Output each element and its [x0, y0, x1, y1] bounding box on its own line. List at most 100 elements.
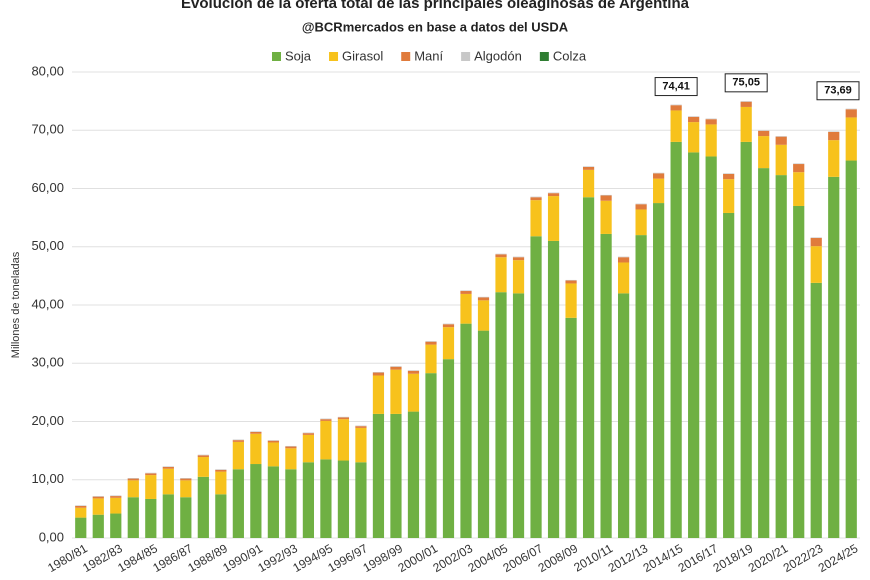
bar-segment	[740, 141, 752, 538]
bar-segment	[442, 324, 455, 328]
bar-segment	[565, 283, 577, 318]
bar-segment	[495, 253, 507, 255]
bar-segment	[75, 505, 87, 506]
bar-segment	[337, 419, 350, 461]
bar-segment	[600, 195, 612, 201]
legend-label: Soja	[285, 48, 312, 63]
bar-segment	[495, 292, 507, 538]
bar-segment	[442, 359, 455, 538]
bar-segment	[670, 104, 682, 106]
bar-segment	[250, 464, 262, 538]
legend-swatch	[329, 52, 339, 61]
bar-segment	[758, 130, 770, 137]
legend-label: Colza	[553, 48, 587, 63]
bar-segment	[110, 513, 122, 538]
bar-segment	[477, 297, 490, 301]
bar-segment	[793, 172, 805, 206]
bar-segment	[320, 419, 332, 421]
bar-segment	[617, 293, 630, 538]
bar-segment	[232, 440, 244, 442]
chart-subtitle: @BCRmercados en base a datos del USDA	[302, 19, 569, 34]
bar-segment	[215, 469, 227, 470]
bar-segment	[372, 413, 385, 538]
bar-segment	[547, 193, 560, 197]
bar-segment	[547, 240, 560, 539]
legend-swatch	[461, 52, 471, 61]
bar-segment	[810, 238, 822, 247]
bar-segment	[110, 495, 122, 497]
bar-segment	[565, 279, 577, 281]
bar-segment	[215, 469, 227, 472]
bar-segment	[302, 433, 315, 435]
bar-segment	[92, 496, 104, 499]
bar-segment	[355, 426, 367, 428]
bar-segment	[740, 101, 752, 107]
bar-segment	[127, 497, 139, 538]
bar-segment	[162, 494, 174, 538]
bar-segment	[547, 192, 560, 194]
bar-segment	[110, 496, 122, 498]
bar-segment	[232, 441, 244, 470]
bar-segment	[617, 262, 630, 294]
bar-segment	[372, 371, 385, 373]
bar-segment	[197, 476, 209, 538]
bar-segment	[442, 327, 455, 360]
bar-segment	[495, 257, 507, 293]
bar-segment	[197, 457, 209, 477]
bar-segment	[635, 204, 647, 210]
bar-segment	[127, 480, 139, 498]
bar-segment	[460, 323, 472, 538]
bar-segment	[337, 417, 350, 420]
bar-segment	[547, 196, 560, 241]
annotation-box	[724, 73, 768, 93]
bar-segment	[425, 341, 437, 345]
y-tick-label: 60,00	[31, 180, 64, 195]
bar-segment	[653, 172, 665, 174]
bar-segment	[670, 110, 682, 142]
bar-segment	[723, 179, 735, 213]
bar-segment	[723, 212, 735, 538]
bar-segment	[92, 496, 104, 497]
bar-segment	[810, 282, 822, 538]
y-tick-label: 10,00	[31, 471, 64, 486]
bar-segment	[828, 140, 840, 177]
bar-segment	[495, 254, 507, 258]
bar-segment	[758, 168, 770, 539]
bar-segment	[267, 440, 279, 441]
bar-segment	[372, 375, 385, 414]
bar-segment	[775, 175, 787, 539]
bar-segment	[670, 105, 682, 111]
bar-segment	[688, 116, 700, 123]
y-tick-label: 40,00	[31, 296, 64, 311]
bar-segment	[793, 164, 805, 173]
bar-segment	[653, 178, 665, 204]
bar-segment	[390, 366, 402, 367]
bar-segment	[758, 130, 770, 131]
bar-segment	[250, 431, 262, 432]
bar-segment	[670, 141, 682, 538]
bar-segment	[75, 505, 87, 508]
x-tick-label: 2024/25	[816, 541, 861, 575]
bar-segment	[250, 433, 262, 465]
bar-segment	[600, 194, 612, 196]
bar-segment	[810, 246, 822, 283]
bar-segment	[337, 460, 350, 538]
y-tick-label: 0,00	[39, 529, 64, 544]
y-tick-label: 70,00	[31, 122, 64, 137]
y-tick-label: 20,00	[31, 413, 64, 428]
bar-segment	[372, 372, 385, 376]
bar-segment	[705, 119, 717, 125]
bar-segment	[617, 256, 630, 258]
bar-segment	[582, 166, 595, 170]
bar-segment	[477, 296, 490, 298]
bar-segment	[775, 136, 787, 145]
bar-segment	[688, 152, 700, 538]
bar-segment	[530, 236, 542, 538]
bar-segment	[215, 494, 227, 538]
bar-segment	[145, 473, 157, 476]
bar-segment	[215, 471, 227, 495]
bar-segment	[267, 442, 279, 467]
annotation-box	[654, 77, 698, 97]
annotation-label: 75,05	[732, 77, 760, 89]
bar-segment	[407, 370, 420, 371]
